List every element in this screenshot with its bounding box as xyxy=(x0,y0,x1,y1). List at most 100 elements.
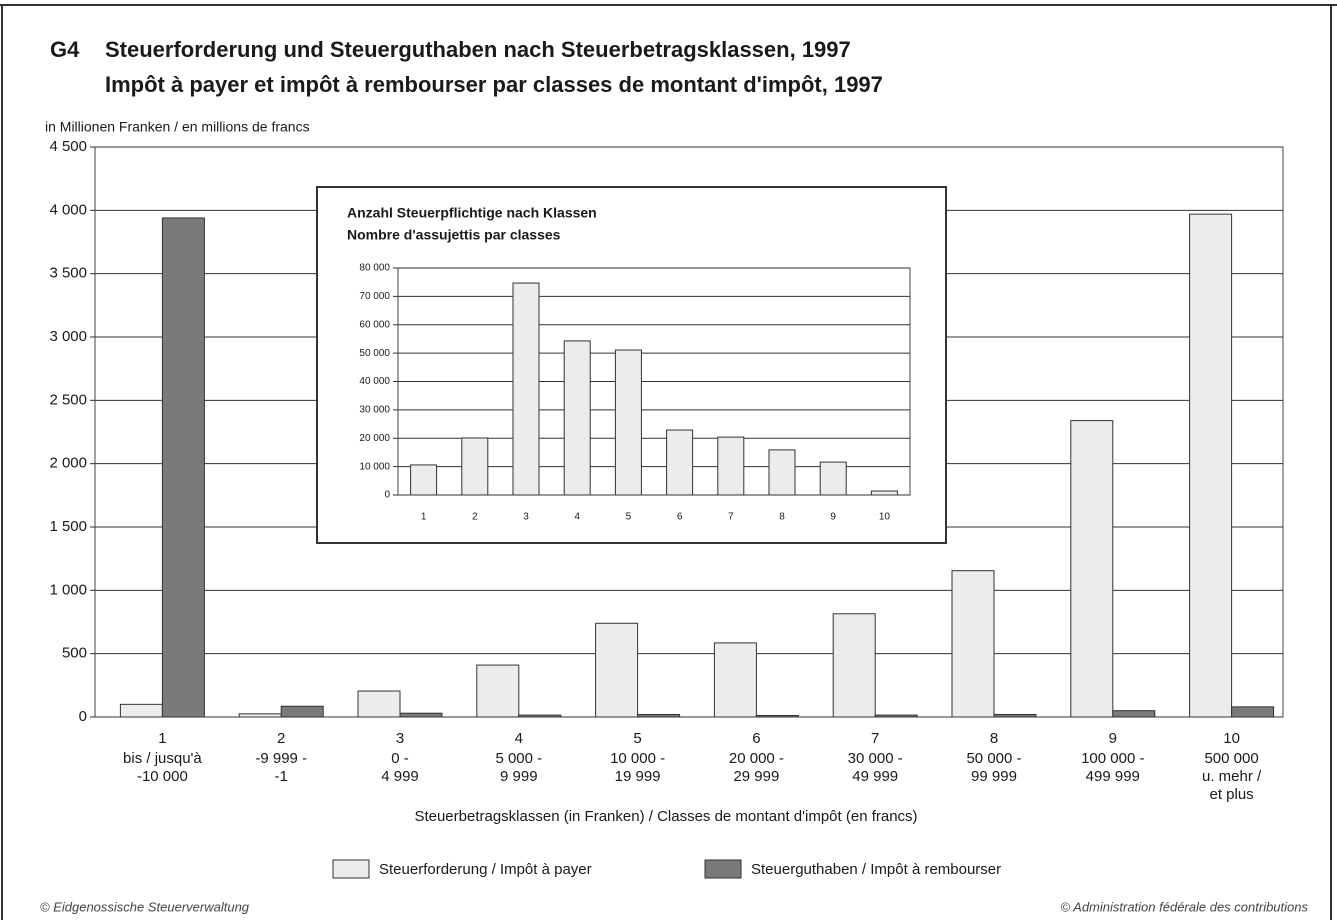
bar xyxy=(461,437,489,496)
x-range-label: -1 xyxy=(275,768,288,785)
x-tick-label: 5 xyxy=(626,512,632,523)
x-range-label: 50 000 - xyxy=(966,750,1021,767)
x-range-label: u. mehr / xyxy=(1202,768,1262,785)
x-range-label: bis / jusqu'à xyxy=(123,750,202,767)
bar xyxy=(832,613,876,718)
footer-left: © Eidgenossische Steuerverwaltung xyxy=(40,899,250,914)
bar xyxy=(755,714,799,718)
bar xyxy=(512,282,540,496)
x-tick-label: 4 xyxy=(574,512,580,523)
bar xyxy=(476,664,520,718)
x-range-label: -10 000 xyxy=(137,768,188,785)
legend-label: Steuerforderung / Impôt à payer xyxy=(379,861,592,878)
footer-right: © Administration fédérale des contributi… xyxy=(1060,899,1308,914)
bar xyxy=(819,461,847,496)
x-tick-label: 2 xyxy=(277,730,285,747)
y-axis-label: in Millionen Franken / en millions de fr… xyxy=(45,119,310,135)
x-range-label: 100 000 - xyxy=(1081,750,1144,767)
bar xyxy=(870,490,898,496)
x-tick-label: 6 xyxy=(677,512,683,523)
bar xyxy=(410,464,438,496)
x-range-label: 4 999 xyxy=(381,768,419,785)
bar xyxy=(768,449,796,496)
bar xyxy=(713,642,757,718)
x-range-label: 9 999 xyxy=(500,768,538,785)
x-tick-label: 9 xyxy=(830,512,836,523)
bar xyxy=(637,713,681,718)
x-tick-label: 10 xyxy=(879,512,891,523)
inset-title: Anzahl Steuerpflichtige nach Klassen xyxy=(347,205,597,221)
y-tick-label: 3 000 xyxy=(49,328,87,345)
legend-label: Steuerguthaben / Impôt à rembourser xyxy=(751,861,1001,878)
bar xyxy=(951,570,995,718)
x-tick-label: 6 xyxy=(752,730,760,747)
y-tick-label: 30 000 xyxy=(359,405,390,416)
bar xyxy=(1189,213,1233,718)
x-tick-label: 1 xyxy=(421,512,427,523)
y-tick-label: 2 500 xyxy=(49,391,87,408)
x-range-label: 499 999 xyxy=(1086,768,1140,785)
bar xyxy=(280,705,324,718)
bar xyxy=(563,340,591,496)
x-tick-label: 4 xyxy=(515,730,523,747)
bar xyxy=(399,712,443,718)
x-tick-label: 3 xyxy=(523,512,529,523)
bar xyxy=(595,622,639,718)
bar xyxy=(1112,710,1156,718)
x-tick-label: 3 xyxy=(396,730,404,747)
x-range-label: 5 000 - xyxy=(495,750,542,767)
bar xyxy=(874,714,918,718)
y-tick-label: 40 000 xyxy=(359,376,390,387)
y-tick-label: 1 000 xyxy=(49,581,87,598)
bar xyxy=(993,713,1037,718)
x-tick-label: 7 xyxy=(728,512,734,523)
bar xyxy=(119,703,163,718)
bar xyxy=(717,436,745,496)
y-tick-label: 2 000 xyxy=(49,455,87,472)
y-tick-label: 0 xyxy=(384,490,390,501)
bar xyxy=(357,690,401,718)
y-tick-label: 50 000 xyxy=(359,348,390,359)
x-range-label: 29 999 xyxy=(733,768,779,785)
x-range-label: 0 - xyxy=(391,750,409,767)
x-range-label: et plus xyxy=(1209,786,1253,803)
y-tick-label: 1 500 xyxy=(49,518,87,535)
main-chart: 0 500 1 000 1 500 2 000 2 500 3 000 3 500 4 000 4… xyxy=(49,138,1284,803)
x-range-label: 49 999 xyxy=(852,768,898,785)
x-tick-label: 7 xyxy=(871,730,879,747)
x-tick-label: 9 xyxy=(1109,730,1117,747)
bar xyxy=(518,714,562,718)
chart-subtitle: Impôt à payer et impôt à rembourser par … xyxy=(105,72,883,97)
bar xyxy=(614,349,642,496)
bar xyxy=(1070,420,1114,718)
x-range-label: -9 999 - xyxy=(255,750,307,767)
legend-swatch xyxy=(332,859,370,879)
bar xyxy=(1231,706,1275,718)
y-tick-label: 4 000 xyxy=(49,201,87,218)
legend-swatch xyxy=(704,859,742,879)
y-tick-label: 500 xyxy=(62,645,87,662)
x-tick-label: 1 xyxy=(158,730,166,747)
y-tick-label: 70 000 xyxy=(359,291,390,302)
chart-number: G4 xyxy=(50,37,80,62)
bar xyxy=(161,217,205,718)
x-range-label: 20 000 - xyxy=(729,750,784,767)
y-tick-label: 0 xyxy=(79,708,87,725)
bar xyxy=(238,713,282,718)
y-tick-label: 20 000 xyxy=(359,433,390,444)
y-tick-label: 3 500 xyxy=(49,265,87,282)
x-tick-label: 2 xyxy=(472,512,478,523)
x-range-label: 500 000 xyxy=(1204,750,1258,767)
legend: Steuerforderung / Impôt à payer Steuergut… xyxy=(332,859,1001,879)
bar xyxy=(666,429,694,496)
x-range-label: 19 999 xyxy=(615,768,661,785)
x-tick-label: 5 xyxy=(633,730,641,747)
x-range-label: 99 999 xyxy=(971,768,1017,785)
x-range-label: 10 000 - xyxy=(610,750,665,767)
inset-subtitle: Nombre d'assujettis par classes xyxy=(347,227,561,243)
x-axis-label: Steuerbetragsklassen (in Franken) / Clas… xyxy=(414,808,917,825)
x-tick-label: 8 xyxy=(990,730,998,747)
inset-chart: 0 10 000 20 000 30 000 40 000 50 000 60 000 70 … xyxy=(359,263,911,523)
x-tick-label: 8 xyxy=(779,512,785,523)
